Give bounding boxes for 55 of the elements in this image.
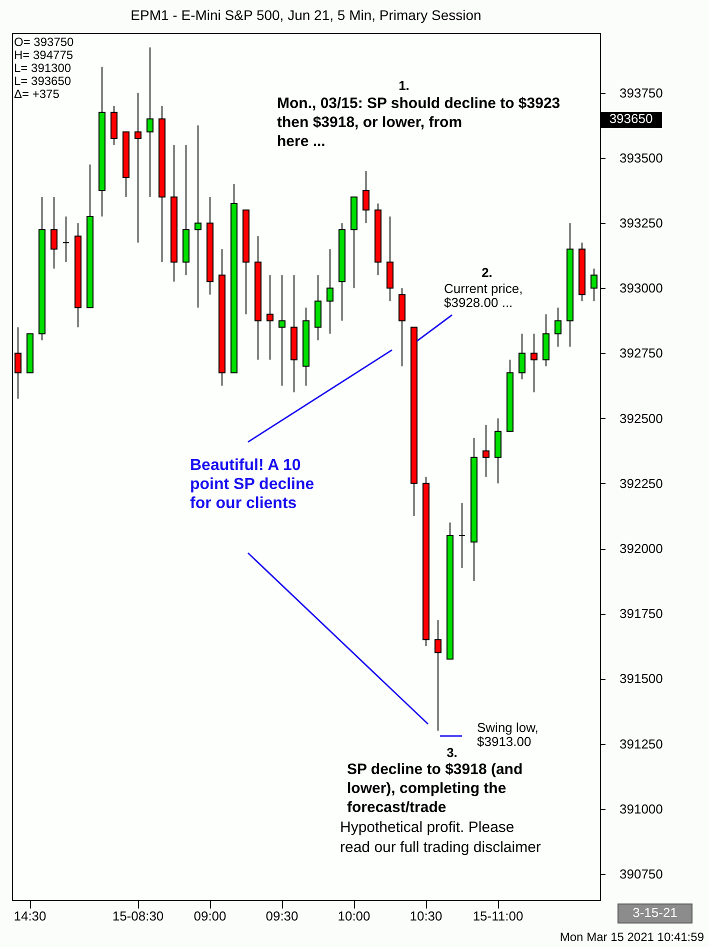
candlestick [434, 620, 442, 732]
y-tick-label: 391000 [620, 801, 663, 816]
text: 3-15-21 [632, 905, 678, 920]
y-tick-label: 393250 [620, 216, 663, 231]
y-tick-label: 392250 [620, 476, 663, 491]
y-tick-label: 391750 [620, 606, 663, 622]
y-tick-label: 391250 [620, 736, 663, 752]
candlestick [50, 196, 58, 270]
candlestick [518, 333, 526, 380]
x-tick-label: 09:00 [194, 908, 226, 924]
x-tick-label: 14:30 [14, 908, 46, 924]
candlestick [554, 307, 562, 348]
x-tick-label: 10:30 [410, 908, 442, 924]
candlestick [266, 274, 274, 360]
annotation: O= 393750 [14, 35, 74, 49]
candlestick [590, 268, 598, 302]
candlestick [62, 216, 70, 263]
candlestick [146, 46, 154, 198]
x-tick-label: 10:00 [338, 908, 370, 924]
annotation: Current price, $3928.00 ... [444, 281, 523, 310]
y-tick-label: 392500 [620, 410, 663, 426]
y-tick-label: 393750 [620, 85, 663, 100]
candlestick [530, 333, 538, 393]
candlestick [362, 170, 370, 224]
annotation: SP decline to $3918 (and lower), completing the forecast/trade [347, 761, 523, 816]
annotation: Δ= +375 [14, 87, 60, 101]
candlestick [194, 124, 202, 308]
candlestick [278, 274, 286, 386]
annotation: 1. [398, 78, 410, 93]
chart-title: EPM1 - E-Mini S&P 500, Jun 21, 5 Min, Primary Session [130, 7, 482, 23]
x-tick-label: 15-11:00 [472, 908, 524, 924]
x-tick-label: 15-08:30 [112, 908, 164, 924]
y-tick-label: 393500 [620, 150, 663, 166]
annotation: 3. [446, 745, 458, 760]
annotation: L= 393650 [14, 74, 72, 88]
candlestick [14, 326, 22, 400]
candlestick [326, 248, 334, 334]
annotation: L= 391300 [14, 61, 72, 75]
annotation: Beautiful! A 10 point SP decline for our clients [190, 457, 314, 512]
annotation: 2. [482, 265, 492, 280]
y-tick-label: 391500 [620, 671, 663, 686]
candlestick [482, 424, 490, 478]
annotation: Hypothetical profit. Please read our full trading disclaimer [340, 819, 541, 856]
text: 393650 [609, 111, 653, 126]
y-tick-label: 392000 [620, 541, 663, 556]
x-tick-label: 09:30 [266, 908, 298, 924]
annotation: H= 394775 [14, 48, 74, 62]
y-tick-label: 393000 [620, 280, 663, 296]
y-tick-label: 392750 [620, 346, 663, 361]
text: Mon Mar 15 2021 10:41:59 [560, 930, 704, 944]
candlestick [458, 502, 466, 569]
annotation: Swing low, $3913.00 [477, 720, 538, 749]
y-tick-label: 390750 [620, 866, 663, 882]
candlestick [134, 92, 142, 244]
annotation: Mon., 03/15: SP should decline to $3923 then $3918, or lower, from here ... [277, 95, 560, 150]
